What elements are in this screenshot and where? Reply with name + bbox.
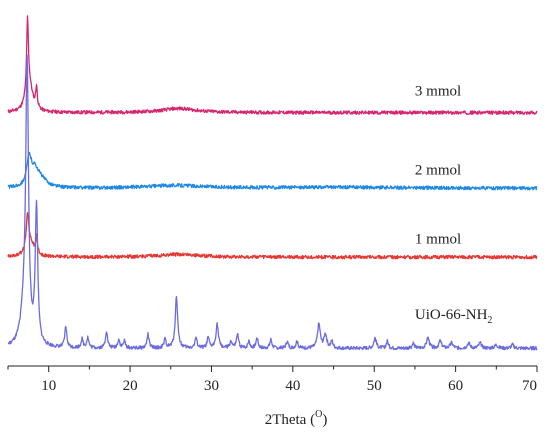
x-tick-label: 10 [41, 378, 56, 394]
series-line-0 [7, 15, 538, 115]
series-label-0: 3 mmol [415, 83, 461, 99]
series-line-1 [7, 151, 538, 191]
series-labels: 3 mmol 2 mmol 1 mmol UiO-66-NH2 [415, 83, 493, 326]
x-axis: 10 20 30 40 50 60 70 [7, 365, 538, 394]
series-line-3 [7, 54, 538, 351]
x-tick-label: 50 [367, 378, 382, 394]
series-label-3: UiO-66-NH2 [415, 307, 493, 326]
series-line-2 [7, 211, 538, 260]
series-label-1: 2 mmol [415, 163, 461, 179]
x-tick-label: 40 [285, 378, 300, 394]
x-tick-label: 30 [204, 378, 219, 394]
x-tick-label: 70 [522, 378, 537, 394]
x-axis-title: 2Theta (O) [265, 409, 328, 428]
x-tick-label: 20 [123, 378, 138, 394]
x-tick-label: 60 [448, 378, 463, 394]
series-layer [7, 15, 538, 351]
series-label-2: 1 mmol [415, 231, 461, 247]
